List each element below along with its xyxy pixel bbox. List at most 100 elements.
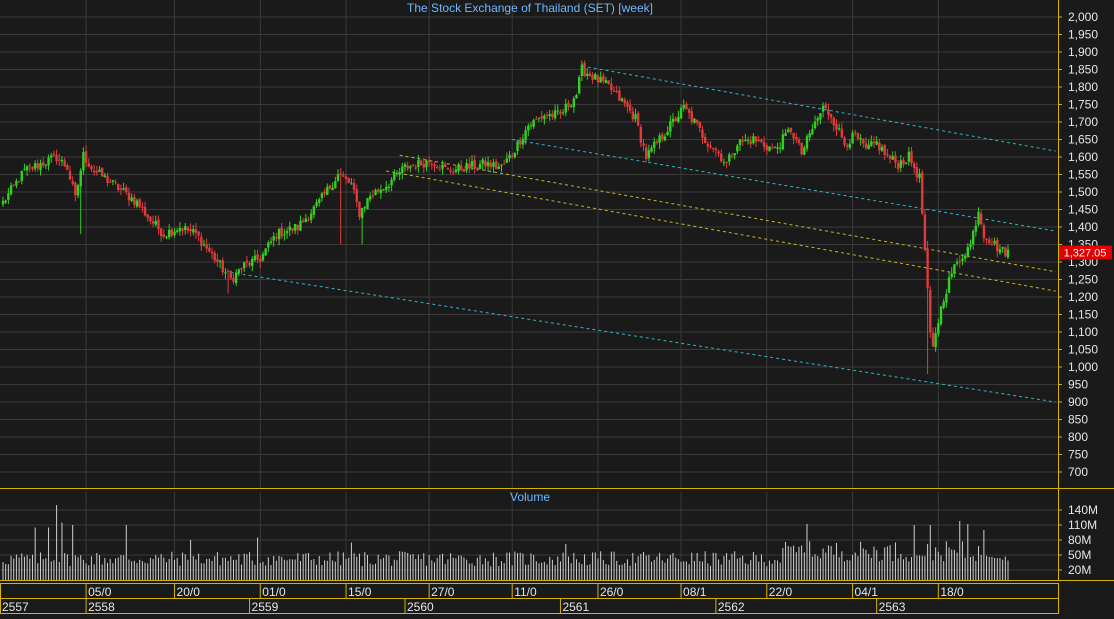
candle-body: [714, 148, 718, 151]
candle-body: [293, 224, 297, 231]
candle-body: [797, 139, 801, 143]
candle-body: [267, 242, 270, 248]
candle-body: [537, 117, 541, 119]
candle-body: [334, 181, 337, 189]
candle-body: [658, 135, 661, 143]
candle-body: [240, 268, 243, 270]
candle-body: [441, 164, 444, 169]
candle-body: [366, 198, 369, 210]
candle-body: [594, 74, 597, 80]
candle-body: [79, 170, 82, 187]
candle-body: [623, 99, 626, 104]
candle-body: [765, 145, 768, 151]
candle-body: [674, 118, 677, 121]
candle-body: [181, 228, 184, 232]
candle-body: [328, 185, 332, 189]
candle-body: [532, 119, 535, 127]
candle-body: [687, 109, 691, 113]
candle-body: [647, 150, 651, 159]
candle-body: [645, 147, 648, 160]
price-tick-label: 900: [1068, 395, 1088, 409]
price-tick-label: 950: [1068, 378, 1088, 392]
candle-body: [4, 200, 7, 203]
candle-body: [189, 229, 192, 232]
candle-body: [626, 101, 629, 107]
candle-body: [671, 118, 675, 122]
candle-body: [569, 105, 573, 107]
price-tick-label: 1,250: [1068, 273, 1098, 287]
candle-body: [787, 129, 790, 133]
candle-body: [165, 236, 168, 238]
candle-body: [170, 229, 174, 236]
candle-body: [173, 231, 176, 236]
candle-body: [342, 175, 345, 177]
candle-body: [363, 207, 366, 209]
candle-body: [31, 166, 34, 170]
candle-body: [781, 134, 785, 150]
candle-body: [650, 147, 653, 152]
candle-body: [277, 228, 281, 240]
candle-body: [945, 293, 948, 303]
candle-body: [837, 128, 841, 130]
candle-body: [682, 105, 685, 109]
candle-body: [462, 168, 466, 172]
candle-body: [564, 103, 567, 113]
candle-body: [813, 121, 817, 129]
year-tick-label: 2559: [252, 600, 279, 614]
candle-body: [776, 147, 779, 149]
candle-body: [232, 278, 235, 282]
candle-body: [958, 261, 961, 263]
candle-body: [886, 154, 889, 156]
candle-body: [575, 95, 578, 99]
trendline: [512, 139, 1056, 232]
price-tick-label: 1,750: [1068, 98, 1098, 112]
candle-body: [535, 118, 538, 120]
candle-body: [639, 126, 643, 143]
candle-body: [151, 221, 155, 224]
candle-body: [489, 162, 492, 168]
candle-body: [923, 214, 927, 251]
candle-body: [553, 110, 557, 119]
candle-body: [717, 151, 720, 154]
price-tick-label: 1,000: [1068, 360, 1098, 374]
candle-body: [821, 105, 825, 112]
candle-body: [119, 188, 123, 190]
candle-body: [907, 151, 911, 162]
price-tick-label: 1,800: [1068, 80, 1098, 94]
candle-body: [248, 263, 251, 266]
candle-body: [888, 155, 892, 159]
price-tick-label: 1,650: [1068, 133, 1098, 147]
candle-body: [990, 243, 994, 245]
volume-tick-label: 110M: [1068, 518, 1097, 532]
candle-body: [703, 136, 707, 144]
candle-body: [344, 176, 348, 179]
candle-body: [685, 103, 688, 110]
candle-body: [784, 132, 787, 137]
candle-body: [318, 199, 321, 203]
candle-body: [403, 164, 407, 167]
candle-body: [216, 259, 219, 263]
candle-body: [438, 169, 442, 171]
candle-body: [280, 227, 283, 237]
candle-body: [725, 161, 728, 163]
candle-body: [355, 189, 358, 202]
candle-body: [476, 167, 479, 169]
candle-body: [275, 237, 278, 239]
candle-body: [792, 132, 795, 139]
candle-body: [795, 137, 798, 140]
candle-body: [728, 154, 731, 162]
candle-body: [974, 225, 978, 232]
candle-body: [913, 163, 916, 169]
date-tick-label: 26/0: [600, 585, 624, 599]
candle-body: [950, 273, 953, 278]
candle-body: [840, 128, 844, 138]
year-tick-label: 2557: [2, 600, 29, 614]
candle-body: [347, 178, 350, 184]
candle-body: [846, 145, 849, 147]
candle-body: [114, 181, 117, 183]
candle-body: [982, 225, 986, 239]
price-tick-label: 1,200: [1068, 290, 1098, 304]
candle-body: [896, 162, 900, 169]
candle-body: [894, 155, 897, 163]
candle-body: [653, 141, 656, 148]
